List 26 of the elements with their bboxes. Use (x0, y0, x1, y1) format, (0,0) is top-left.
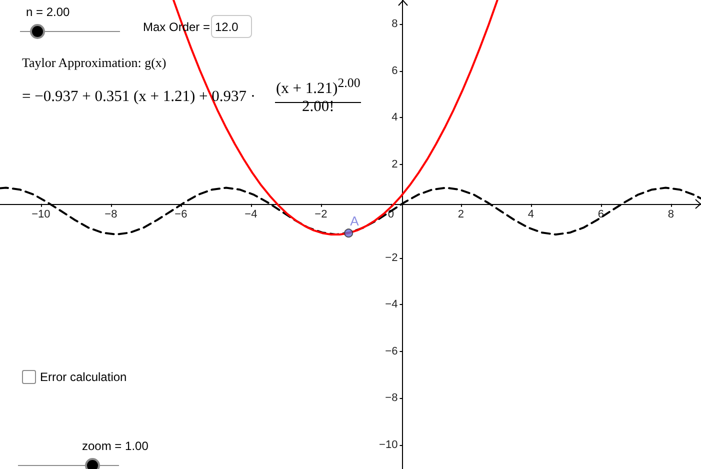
y-tick-label: 2 (392, 158, 398, 170)
x-tick-label: 8 (668, 208, 674, 220)
x-tick-label: −2 (314, 208, 328, 220)
x-tick-label: −6 (174, 208, 188, 220)
annotation: = −0.937 + 0.351 (x + 1.21) + 0.937 · (22, 88, 256, 106)
x-tick-label: 4 (528, 208, 534, 220)
y-tick-label: −4 (385, 298, 398, 311)
x-tick-label: −4 (244, 208, 258, 220)
annotation: Taylor Approximation: g(x) (22, 55, 166, 71)
annotation: 12.0 (215, 20, 238, 34)
x-tick-label: −8 (104, 208, 118, 220)
y-tick-label: 4 (392, 112, 398, 124)
text-field: 12.0 (211, 15, 252, 38)
series-label: A (350, 214, 360, 229)
y-tick-label: 8 (392, 18, 398, 30)
y-tick-label: −8 (385, 392, 398, 404)
y-tick-label: 6 (392, 64, 398, 77)
annotation: Error calculation (40, 370, 127, 384)
x-tick-label: 2 (458, 208, 464, 220)
x-tick-label: −10 (32, 208, 50, 220)
annotation: zoom = 1.00 (82, 439, 148, 453)
y-tick-label: −2 (385, 252, 398, 264)
y-tick-label: −10 (379, 438, 398, 451)
annotation: (x + 1.21)$^{2.00}$ (276, 75, 360, 98)
annotation: n = 2.00 (26, 5, 70, 19)
y-tick-label: −6 (385, 345, 398, 358)
